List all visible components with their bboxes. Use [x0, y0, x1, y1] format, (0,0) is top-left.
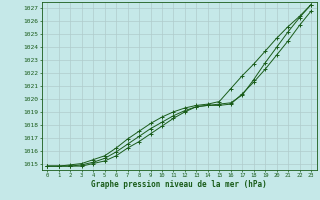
X-axis label: Graphe pression niveau de la mer (hPa): Graphe pression niveau de la mer (hPa) [91, 180, 267, 189]
